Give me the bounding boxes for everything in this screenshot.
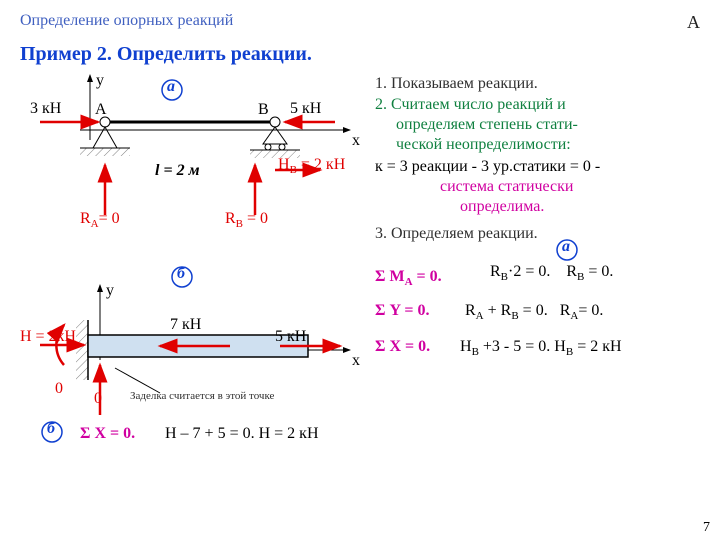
figA-HB: HB = 2 кН <box>278 156 345 176</box>
figA-A-label: A <box>95 101 107 119</box>
figA-RA: RA= 0 <box>80 210 120 230</box>
figA-3kn: 3 кН <box>30 100 61 118</box>
sigma-ma-label: Σ MA = 0. <box>375 268 442 288</box>
figA-span: l = 2 м <box>155 162 200 180</box>
k-res2-text: определима. <box>460 198 544 216</box>
sigma-y-label: Σ Y = 0. <box>375 302 430 320</box>
step2b-text: определяем степень стати- <box>396 116 578 134</box>
figA-x-label: x <box>352 132 360 150</box>
figB-sigma-x: Σ X = 0. <box>80 425 135 443</box>
figB-marker-bot-label: б <box>47 420 55 438</box>
step1-text: 1. Показываем реакции. <box>375 75 538 93</box>
figA-B-label: B <box>258 101 269 119</box>
step3-text: 3. Определяем реакции. <box>375 225 538 243</box>
k-res1-text: система статически <box>440 178 574 196</box>
page-number: 7 <box>703 520 710 536</box>
hb-eq: HB +3 - 5 = 0. HB = 2 кН <box>460 338 622 358</box>
figB-marker-top-label: б <box>177 265 185 283</box>
content-area: 1. Показываем реакции. 2. Считаем число … <box>20 70 700 530</box>
step2a-text: 2. Считаем число реакций и <box>375 96 566 114</box>
corner-letter: А <box>687 12 700 33</box>
ra-rb-eq: RA + RB = 0. RA= 0. <box>465 302 603 322</box>
k-eq-text: к = 3 реакции - 3 ур.статики = 0 - <box>375 158 600 176</box>
figA-5kn: 5 кН <box>290 100 321 118</box>
figB-5kn: 5 кН <box>275 328 306 346</box>
figA-y-label: y <box>96 72 104 90</box>
figA-marker-label: а <box>167 78 175 96</box>
figB-note: Заделка считается в этой точке <box>130 390 274 402</box>
figB-eq: H – 7 + 5 = 0. H = 2 кН <box>165 425 319 443</box>
step2c-text: ческой неопределимости: <box>396 136 571 154</box>
figB-zero2: 0 <box>94 390 102 408</box>
rb-eq1: RB·2 = 0. RB = 0. <box>490 263 613 283</box>
figA-RB: RB = 0 <box>225 210 268 230</box>
figB-H: H = 2кН <box>20 328 76 346</box>
figB-7kn: 7 кН <box>170 316 201 334</box>
figB-zero1: 0 <box>55 380 63 398</box>
page-header: Определение опорных реакций <box>20 12 233 33</box>
figB-y-label: y <box>106 282 114 300</box>
marker-a-label: а <box>562 238 570 256</box>
problem-title: Пример 2. Определить реакции. <box>20 43 700 66</box>
sigma-x-label: Σ X = 0. <box>375 338 430 356</box>
figB-x-label: x <box>352 352 360 370</box>
